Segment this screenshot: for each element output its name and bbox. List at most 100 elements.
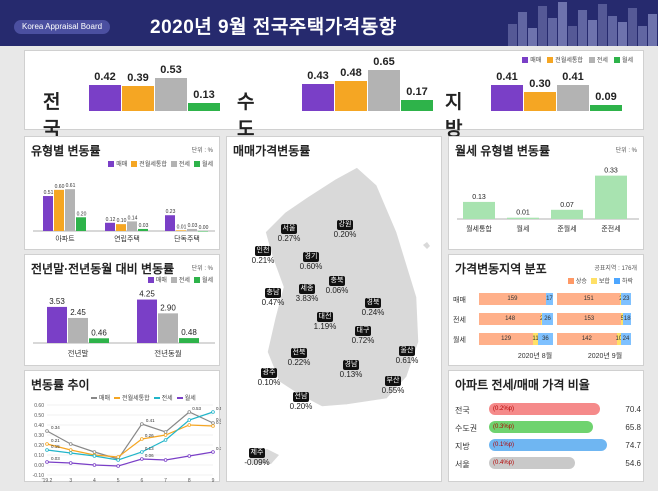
skyline-decoration bbox=[508, 0, 658, 46]
map-region-value: 3.83% bbox=[295, 294, 319, 303]
map-region-value: 0.21% bbox=[251, 256, 275, 265]
point-label: 0.26 bbox=[145, 433, 154, 438]
map-region-name: 세종 bbox=[298, 284, 316, 294]
map-region-name: 전북 bbox=[290, 348, 308, 358]
legend-item: 월세 bbox=[193, 275, 213, 284]
x-tick-label: 8 bbox=[188, 478, 191, 483]
legend-item: 보합 bbox=[590, 276, 610, 285]
bar bbox=[68, 317, 88, 343]
map-region-value: 1.19% bbox=[313, 322, 337, 331]
distribution-segment bbox=[616, 333, 621, 345]
summary-bar bbox=[335, 80, 367, 111]
map-region-name: 충북 bbox=[328, 276, 346, 286]
point-label: 0.41 bbox=[146, 418, 155, 423]
data-point bbox=[187, 423, 192, 427]
unit-label: 단위 : % bbox=[191, 266, 213, 272]
y-tick-label: 0.20 bbox=[34, 443, 44, 449]
summary-panel: 매매 전월세통합 전세 월세 전국0.420.390.530.13수도권0.43… bbox=[24, 50, 644, 167]
distribution-segment bbox=[557, 293, 621, 305]
map-region-name: 강원 bbox=[336, 220, 354, 230]
map-region-label: 경기 0.60% bbox=[293, 251, 329, 272]
data-label: 0.12 bbox=[106, 217, 116, 223]
panel-title: 유형별 변동률 bbox=[31, 144, 101, 158]
data-label: 0.03 bbox=[188, 223, 198, 229]
data-label: 0.51 bbox=[44, 190, 54, 196]
distribution-value: 11 bbox=[532, 336, 539, 342]
legend-item: 매매 bbox=[147, 275, 167, 284]
bar bbox=[105, 222, 115, 231]
series-line bbox=[46, 424, 214, 458]
point-label: 0.21 bbox=[51, 438, 60, 443]
summary-value-label: 0.43 bbox=[307, 69, 329, 82]
skyline-building bbox=[568, 26, 577, 46]
data-point bbox=[140, 450, 144, 454]
data-point bbox=[187, 418, 192, 422]
summary-bar bbox=[89, 84, 121, 111]
legend-item: 상승 bbox=[567, 276, 587, 285]
map-region-name: 대구 bbox=[354, 326, 372, 336]
legend-item: 전세 bbox=[588, 55, 608, 64]
map-region-value: 0.22% bbox=[287, 358, 311, 367]
point-label: 0.06 bbox=[145, 453, 154, 458]
yoy-panel: 전년말·전년동월 대비 변동률 단위 : % 매매 전세 월세 3.53 4.25… bbox=[24, 254, 220, 366]
skyline-building bbox=[548, 18, 557, 46]
distribution-value: 2 bbox=[615, 296, 627, 302]
data-point bbox=[211, 421, 215, 425]
category-label: 전년동월 bbox=[154, 348, 182, 358]
data-label: 2.45 bbox=[70, 308, 86, 317]
map-region-label: 서울 0.27% bbox=[271, 223, 307, 244]
ratio-region-label: 지방 bbox=[455, 442, 470, 451]
summary-bar bbox=[368, 70, 400, 111]
data-point bbox=[68, 451, 73, 455]
map-region-name: 경북 bbox=[364, 298, 382, 308]
summary-bar bbox=[401, 100, 433, 111]
skyline-building bbox=[628, 8, 637, 46]
skyline-building bbox=[528, 28, 537, 46]
data-label: 0.14 bbox=[128, 215, 138, 221]
panel-title: 전년말·전년동월 대비 변동률 bbox=[31, 262, 175, 276]
bar bbox=[116, 224, 126, 231]
map-region-label: 전북 0.22% bbox=[281, 347, 317, 368]
type-change-legend: 매매 전월세통합 전세 월세 bbox=[108, 159, 213, 168]
x-tick-label: 5 bbox=[117, 478, 120, 483]
data-label: 0.60 bbox=[55, 184, 65, 190]
data-label: 0.10 bbox=[117, 218, 127, 224]
map-region-value: 0.55% bbox=[381, 386, 405, 395]
data-point bbox=[45, 460, 49, 464]
legend-item: 전월세통합 bbox=[547, 55, 583, 64]
map-region-value: 0.20% bbox=[333, 230, 357, 239]
ratio-region-label: 수도권 bbox=[455, 424, 478, 433]
summary-value-label: 0.65 bbox=[373, 56, 395, 69]
ratio-value-label: 65.8 bbox=[625, 423, 641, 432]
distribution-segment bbox=[541, 313, 543, 325]
data-point bbox=[163, 438, 168, 442]
distribution-segment bbox=[537, 333, 553, 345]
data-label: 0.61 bbox=[66, 183, 76, 189]
summary-value-label: 0.30 bbox=[529, 78, 551, 91]
summary-value-label: 0.17 bbox=[406, 86, 428, 99]
panel-title: 매매가격변동률 bbox=[233, 144, 311, 158]
map-region-label: 제주 -0.09% bbox=[239, 447, 275, 468]
map-region-value: 0.20% bbox=[289, 402, 313, 411]
y-tick-label: 0.10 bbox=[34, 453, 44, 459]
distribution-value: 24 bbox=[622, 336, 630, 342]
distribution-value: 10 bbox=[615, 336, 623, 342]
data-label: 0.07 bbox=[560, 202, 574, 209]
distribution-value: 151 bbox=[583, 296, 594, 302]
y-tick-label: 0.60 bbox=[34, 403, 44, 409]
distribution-row-label: 월세 bbox=[453, 337, 466, 344]
series-line bbox=[46, 411, 214, 461]
map-region-value: 0.10% bbox=[257, 378, 281, 387]
data-point bbox=[211, 424, 215, 428]
x-tick-label: 3 bbox=[69, 478, 72, 483]
map-region-value: 0.13% bbox=[339, 370, 363, 379]
map-region-label: 대전 1.19% bbox=[307, 311, 343, 332]
data-label: 2.90 bbox=[160, 303, 176, 312]
ratio-panel: 아파트 전세/매매 가격 비율 전국 (0.2%p) 70.4 수도권 (0.3%p) 6… bbox=[448, 370, 644, 482]
distribution-row-label: 전세 bbox=[453, 317, 466, 324]
ratio-change-label: (0.4%p) bbox=[493, 460, 515, 466]
distribution-row-label: 매매 bbox=[453, 297, 466, 304]
map-region-label: 인천 0.21% bbox=[245, 245, 281, 266]
map-region-name: 제주 bbox=[248, 448, 266, 458]
distribution-value: 18 bbox=[623, 316, 631, 322]
